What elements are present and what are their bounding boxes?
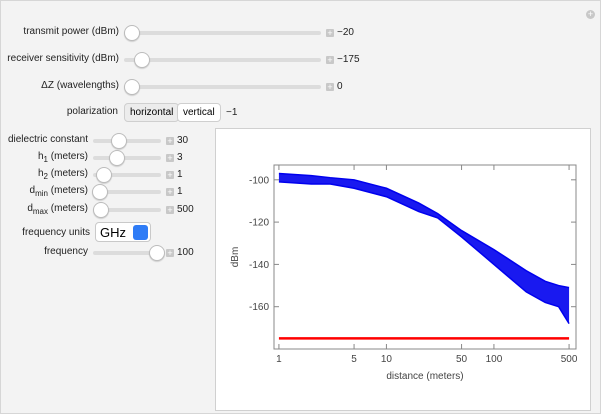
signal-line <box>278 172 570 289</box>
y-tick-label: -160 <box>249 302 269 313</box>
slider-thumb[interactable] <box>149 245 165 261</box>
y-tick-label: -120 <box>249 218 269 229</box>
expand-button[interactable]: + <box>166 153 174 163</box>
signal-line <box>278 181 570 325</box>
slider-label: transmit power (dBm) <box>23 26 119 37</box>
x-tick-label: 50 <box>456 354 468 365</box>
slider-thumb[interactable] <box>96 167 112 183</box>
signal-band <box>278 173 570 324</box>
slider-label: h2 (meters) <box>37 168 88 181</box>
x-tick-label: 10 <box>381 354 393 365</box>
x-tick-label: 1 <box>276 354 282 365</box>
slider-thumb[interactable] <box>92 184 108 200</box>
polarization-label: polarization <box>66 106 118 117</box>
slider-thumb[interactable] <box>124 25 140 41</box>
expand-button[interactable]: + <box>326 82 334 92</box>
x-tick-label: 100 <box>486 354 503 365</box>
slider-thumb[interactable] <box>109 150 125 166</box>
slider-value: 30 <box>177 135 189 146</box>
chart: 1 5 10 50 100 500 -100 -120 -140 -160 distance (me… <box>230 164 578 382</box>
x-tick-label: 5 <box>351 354 357 365</box>
slider-track[interactable] <box>124 58 321 62</box>
x-tick-label: 500 <box>561 354 578 365</box>
slider-thumb[interactable] <box>124 79 140 95</box>
expand-button[interactable]: + <box>166 205 174 215</box>
units-dropdown[interactable]: GHz <box>95 222 151 242</box>
slider-track[interactable] <box>93 173 161 177</box>
x-axis-label: distance (meters) <box>386 371 463 382</box>
slider-track[interactable] <box>93 251 161 255</box>
slider-label: h1 (meters) <box>37 151 88 164</box>
y-tick-label: -100 <box>249 175 269 186</box>
slider-label: frequency <box>44 246 88 257</box>
option-button[interactable]: horizontal <box>124 103 180 122</box>
slider-value: 1 <box>177 186 183 197</box>
slider-track[interactable] <box>93 139 161 143</box>
slider-value: 0 <box>337 81 343 92</box>
slider-thumb[interactable] <box>134 52 150 68</box>
slider-track[interactable] <box>93 208 161 212</box>
expand-button[interactable]: + <box>166 170 174 180</box>
plot-panel: 1 5 10 50 100 500 -100 -120 -140 -160 distance (me… <box>215 128 591 411</box>
slider-value: −175 <box>337 54 360 65</box>
slider-track[interactable] <box>93 190 161 194</box>
expand-button[interactable]: + <box>326 28 334 38</box>
slider-label: receiver sensitivity (dBm) <box>7 53 119 64</box>
options-button[interactable]: + <box>586 9 595 19</box>
slider-track[interactable] <box>124 85 321 89</box>
slider-track[interactable] <box>124 31 321 35</box>
expand-button[interactable]: + <box>166 136 174 146</box>
slider-thumb[interactable] <box>111 133 127 149</box>
slider-label: dmax (meters) <box>27 203 88 216</box>
slider-value: 1 <box>177 169 183 180</box>
plot-frame <box>273 164 577 350</box>
units-label: frequency units <box>22 227 90 238</box>
y-axis-label: dBm <box>230 247 241 268</box>
slider-value: 500 <box>177 204 194 215</box>
slider-label: dielectric constant <box>7 134 88 145</box>
slider-thumb[interactable] <box>93 202 109 218</box>
expand-button[interactable]: + <box>326 55 334 65</box>
slider-label: ΔZ (wavelengths) <box>41 80 119 91</box>
polarization-value: −1 <box>226 107 238 118</box>
slider-value: 100 <box>177 247 194 258</box>
y-tick-label: -140 <box>249 260 269 271</box>
expand-button[interactable]: + <box>166 187 174 197</box>
slider-value: −20 <box>337 27 354 38</box>
slider-track[interactable] <box>93 156 161 160</box>
slider-value: 3 <box>177 152 183 163</box>
expand-button[interactable]: + <box>166 248 174 258</box>
slider-label: dmin (meters) <box>29 185 88 198</box>
dropdown-arrow <box>133 225 148 240</box>
option-button[interactable]: vertical <box>177 103 221 122</box>
